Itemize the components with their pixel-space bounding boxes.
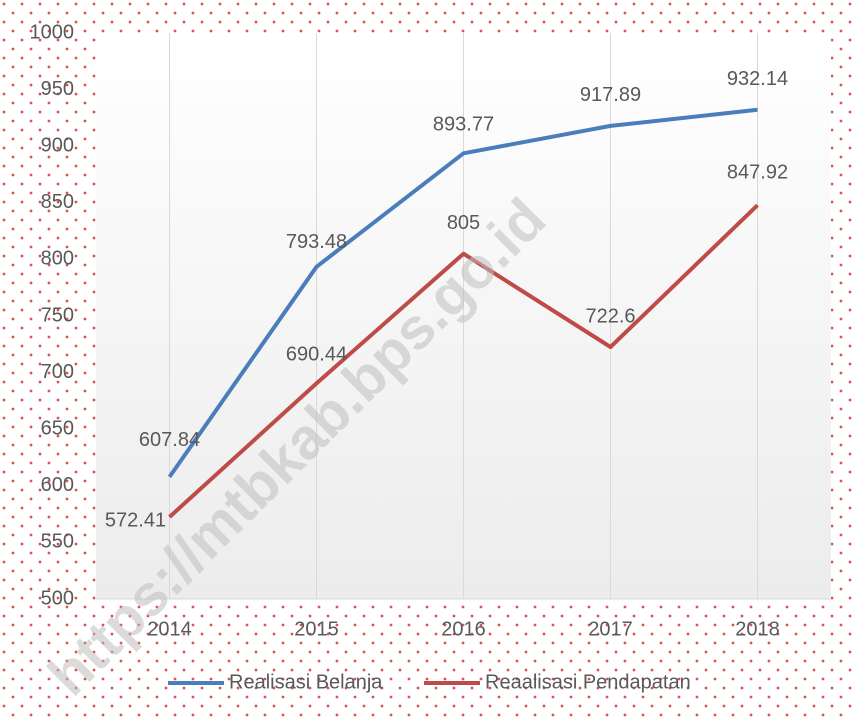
y-tick-label: 800	[41, 248, 74, 270]
data-label: 932.14	[727, 68, 788, 90]
y-tick-label: 550	[41, 531, 74, 553]
x-tick-label: 2014	[147, 618, 192, 640]
y-tick-label: 700	[41, 361, 74, 383]
data-label: 722.6	[585, 305, 635, 327]
x-tick-label: 2016	[441, 618, 486, 640]
data-label: 572.41	[105, 509, 166, 531]
data-label: 847.92	[727, 161, 788, 183]
y-tick-label: 850	[41, 191, 74, 213]
y-tick-label: 1000	[30, 21, 75, 43]
y-tick-label: 650	[41, 417, 74, 439]
series-line	[168, 203, 759, 519]
y-tick-label: 900	[41, 134, 74, 156]
legend-label: Realisasi Belanja	[229, 671, 383, 693]
y-tick-label: 750	[41, 304, 74, 326]
x-tick-label: 2015	[294, 618, 339, 640]
y-tick-label: 950	[41, 78, 74, 100]
y-tick-label: 500	[41, 587, 74, 609]
legend-label: Reaalisasi Pendapatan	[485, 671, 691, 693]
data-label: 793.48	[286, 231, 347, 253]
data-label: 893.77	[433, 114, 494, 136]
y-tick-label: 600	[41, 474, 74, 496]
x-tick-label: 2017	[588, 618, 633, 640]
data-label: 805	[447, 212, 480, 234]
data-label: 917.89	[580, 84, 641, 106]
x-tick-label: 2018	[735, 618, 780, 640]
data-label: 690.44	[286, 344, 347, 366]
data-label: 607.84	[139, 429, 200, 451]
series-line	[167, 107, 758, 479]
